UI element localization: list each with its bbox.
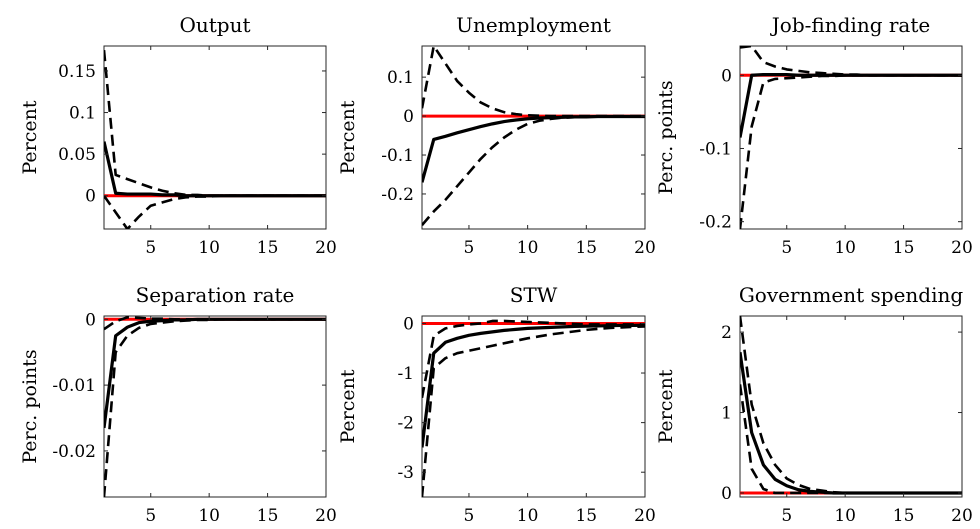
x-tick-label: 15 [257, 506, 279, 526]
y-axis-label: Perc. points [19, 349, 41, 463]
median-line [104, 317, 326, 429]
y-tick-label: -0.2 [699, 213, 732, 233]
x-tick-label: 20 [634, 238, 656, 258]
panel-title: Job-finding rate [770, 13, 930, 37]
x-tick-label: 5 [464, 238, 475, 258]
y-axis-label: Percent [337, 100, 359, 174]
y-axis-label: Percent [655, 369, 677, 443]
lower-band-line [422, 325, 645, 497]
x-tick-label: 15 [257, 238, 279, 258]
x-tick-label: 15 [575, 506, 597, 526]
y-tick-label: -1 [397, 364, 414, 384]
median-line [740, 351, 962, 495]
x-tick-label: 15 [893, 506, 915, 526]
panel-title: Output [179, 13, 250, 37]
y-tick-label: -0.1 [381, 146, 414, 166]
median-line [104, 141, 326, 198]
x-tick-label: 10 [198, 238, 220, 258]
panel-1: 5 10 15 20 0 0.05 0.1 0.15 Output Percent [19, 13, 337, 258]
y-tick-label: -0.1 [699, 139, 732, 159]
x-tick-label: 20 [634, 506, 656, 526]
y-tick-label: 0 [85, 187, 96, 207]
x-tick-label: 15 [575, 238, 597, 258]
x-tick-label: 10 [198, 506, 220, 526]
panel-title: Government spending [739, 283, 964, 307]
upper-band-line [422, 46, 645, 118]
y-tick-label: -0.01 [52, 376, 96, 396]
x-tick-label: 5 [464, 506, 475, 526]
y-tick-label: 0 [403, 314, 414, 334]
y-tick-label: 0.1 [387, 68, 414, 88]
panel-5: 5 10 15 20 -3 -2 -1 0 STW Percent [337, 283, 656, 526]
x-tick-label: 5 [145, 506, 156, 526]
x-tick-label: 15 [893, 238, 915, 258]
y-tick-label: 2 [721, 323, 732, 343]
median-line [422, 323, 645, 448]
x-tick-label: 10 [834, 506, 856, 526]
y-tick-label: 1 [721, 404, 732, 424]
x-tick-label: 20 [951, 238, 973, 258]
panel-3: 5 10 15 20 -0.2 -0.1 0 Job-finding rate Perc. po… [655, 13, 973, 258]
plot-frame [421, 45, 646, 230]
y-tick-label: 0 [403, 107, 414, 127]
x-tick-label: 20 [315, 238, 337, 258]
y-axis-label: Perc. points [655, 80, 677, 194]
y-axis-label: Percent [19, 100, 41, 174]
y-tick-label: 0.1 [69, 104, 96, 124]
panel-title: STW [510, 283, 558, 307]
panel-4: 5 10 15 20 -0.02 -0.01 0 Separation rate Perc. p… [19, 283, 337, 526]
panel-title: Separation rate [136, 283, 295, 307]
plot-frame [103, 315, 327, 498]
x-tick-label: 10 [517, 238, 539, 258]
median-line [422, 114, 645, 183]
panel-6: 5 10 15 20 0 1 2 Government spending Percent [655, 283, 973, 526]
y-tick-label: -0.2 [381, 185, 414, 205]
x-tick-label: 5 [781, 238, 792, 258]
y-tick-label: 0 [721, 484, 732, 504]
x-tick-label: 10 [517, 506, 539, 526]
y-tick-label: -2 [397, 414, 414, 434]
x-tick-label: 20 [315, 506, 337, 526]
panel-2: 5 10 15 20 -0.2 -0.1 0 0.1 Unemployment Percent [337, 13, 656, 258]
median-line [740, 72, 962, 138]
y-tick-label: 0 [85, 310, 96, 330]
x-tick-label: 5 [145, 238, 156, 258]
x-tick-label: 20 [951, 506, 973, 526]
y-tick-label: 0.15 [58, 62, 96, 82]
x-tick-label: 10 [834, 238, 856, 258]
y-axis-label: Percent [337, 369, 359, 443]
y-tick-label: -3 [397, 463, 414, 483]
x-tick-label: 5 [781, 506, 792, 526]
plot-frame [103, 45, 327, 230]
y-tick-label: -0.02 [52, 442, 96, 462]
y-tick-label: 0.05 [58, 145, 96, 165]
plot-frame [739, 315, 963, 498]
plot-frame [421, 315, 646, 498]
y-tick-label: 0 [721, 66, 732, 86]
panel-title: Unemployment [456, 13, 611, 37]
